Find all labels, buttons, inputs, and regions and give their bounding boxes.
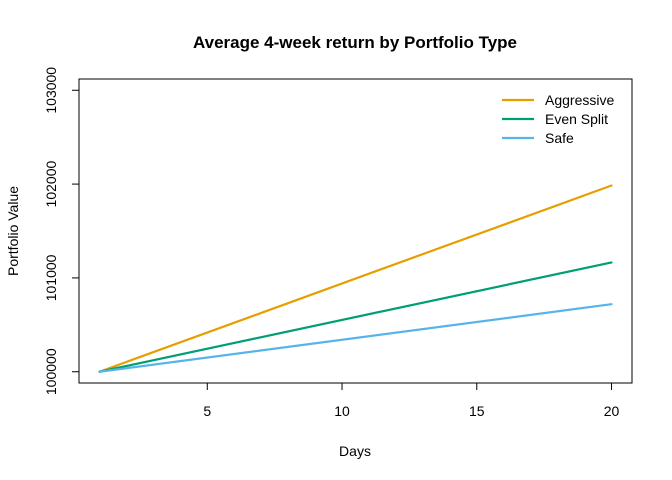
legend: Aggressive Even Split Safe	[502, 92, 614, 146]
y-tick-label: 101000	[43, 254, 59, 301]
series-line-aggressive	[98, 184, 613, 373]
x-axis-label: Days	[339, 443, 371, 459]
legend-label-even-split: Even Split	[545, 111, 608, 127]
y-tick-label: 102000	[43, 161, 59, 208]
legend-label-safe: Safe	[545, 130, 574, 146]
x-tick-label: 10	[334, 403, 350, 419]
y-axis: 100000 101000 102000 103000	[43, 67, 79, 395]
series-line-safe	[98, 303, 613, 373]
x-tick-label: 5	[203, 403, 211, 419]
x-tick-label: 15	[469, 403, 485, 419]
y-tick-label: 100000	[43, 348, 59, 395]
y-axis-label: Portfolio Value	[5, 186, 21, 276]
x-axis: 5 10 15 20	[203, 383, 620, 419]
chart-title: Average 4-week return by Portfolio Type	[193, 33, 517, 52]
legend-label-aggressive: Aggressive	[545, 92, 614, 108]
y-tick-label: 103000	[43, 67, 59, 114]
plot-frame	[78, 78, 633, 384]
series-line-even-split	[98, 261, 613, 373]
x-tick-label: 20	[604, 403, 620, 419]
series-layer	[98, 184, 613, 373]
